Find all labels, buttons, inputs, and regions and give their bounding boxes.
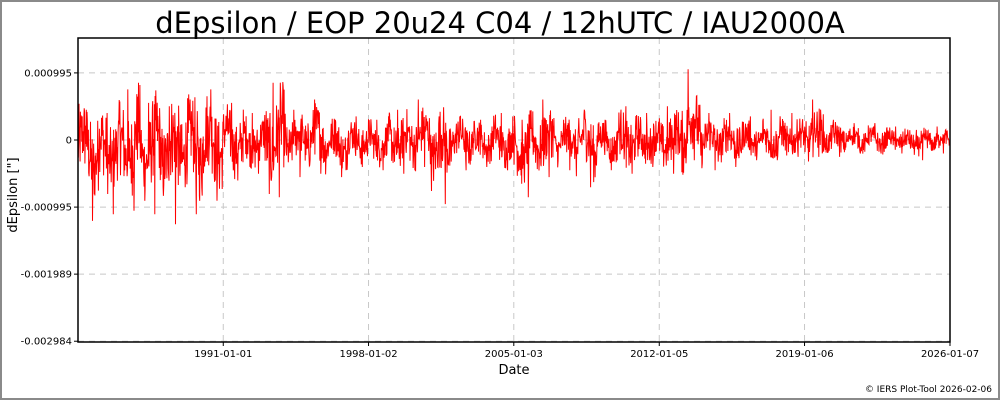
x-tick-label: 2012-01-05: [630, 349, 688, 360]
y-tick-label: -0.002984: [21, 337, 72, 348]
y-tick-label: 0.000995: [24, 68, 72, 79]
x-tick-label: 1998-01-02: [339, 349, 397, 360]
x-tick-label: 1991-01-01: [194, 349, 252, 360]
x-tick-label: 2026-01-07: [921, 349, 979, 360]
axis-ticks: 0.000995 0 -0.000995 -0.001989 -0.002984 1991…: [21, 68, 979, 360]
series-line-dEpsilon: [77, 69, 950, 225]
grid: [78, 38, 951, 342]
y-tick-label: -0.001989: [21, 270, 72, 281]
footer-credit: © IERS Plot-Tool 2026-02-06: [865, 385, 992, 395]
y-tick-label: 0: [66, 136, 72, 147]
y-tick-label: -0.000995: [21, 203, 72, 214]
x-axis-label: Date: [498, 363, 529, 378]
x-tick-label: 2005-01-03: [485, 349, 543, 360]
x-tick-label: 2019-01-06: [775, 349, 833, 360]
y-axis-label: dEpsilon ["]: [6, 157, 21, 232]
data-series: [77, 69, 950, 225]
chart-title: dEpsilon / EOP 20u24 C04 / 12hUTC / IAU2…: [155, 6, 845, 40]
